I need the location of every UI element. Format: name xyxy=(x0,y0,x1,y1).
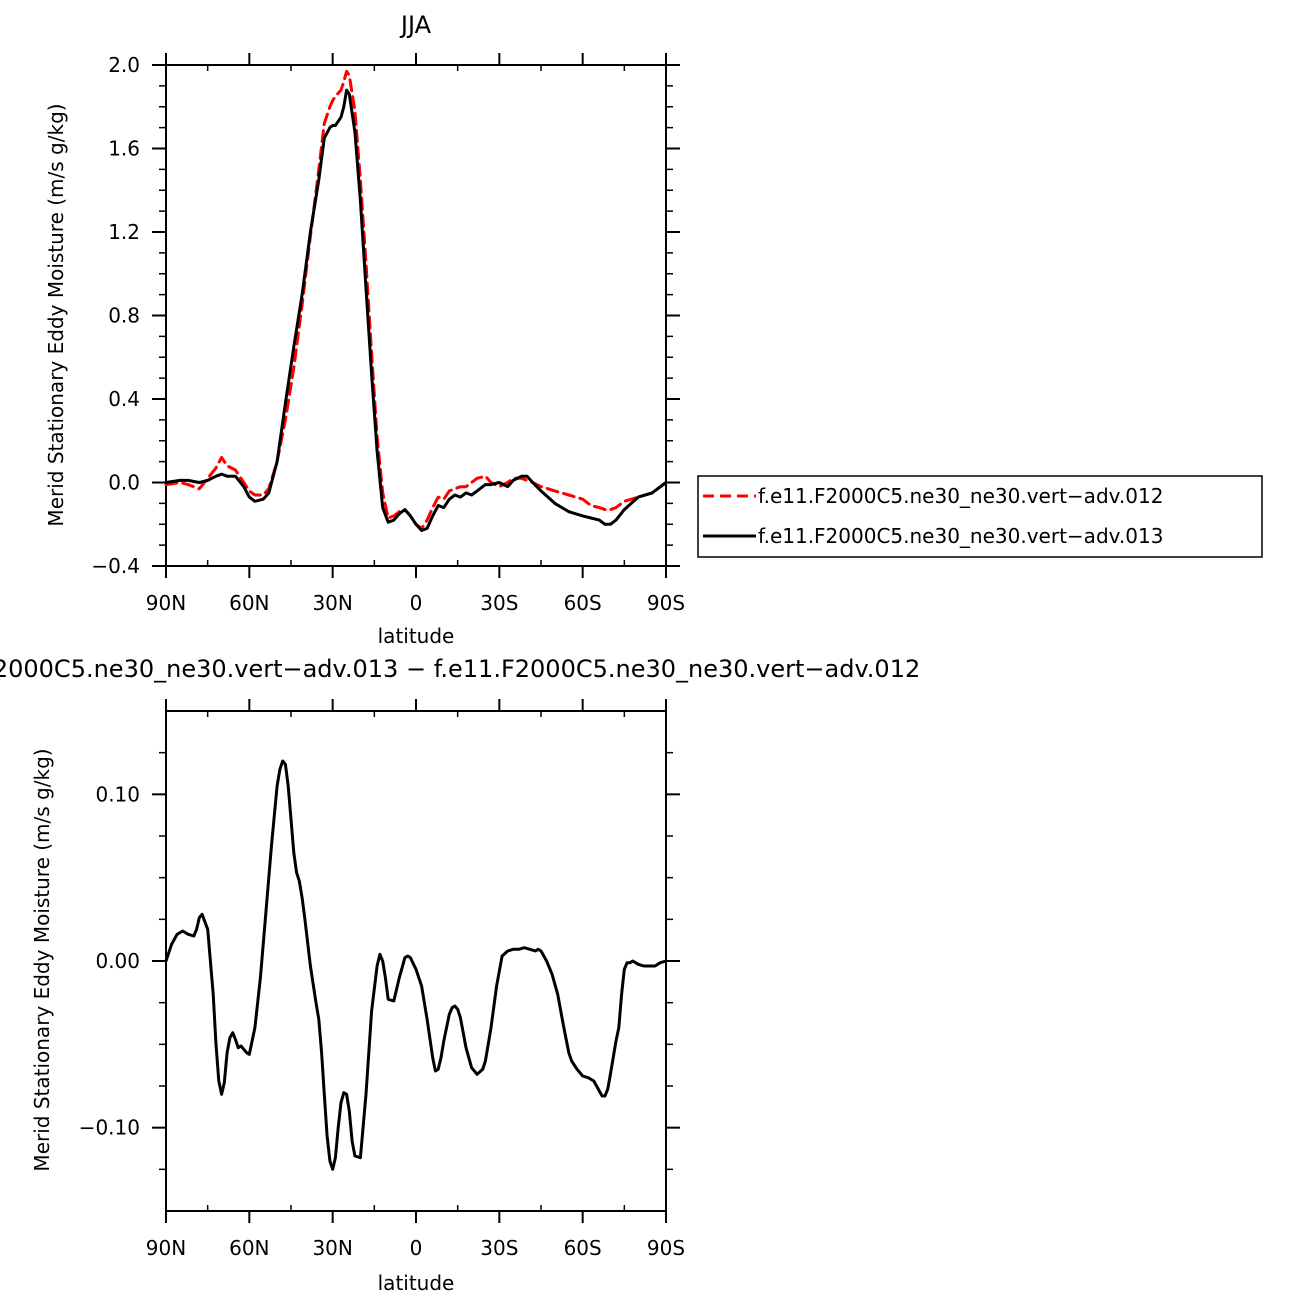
series-line-0 xyxy=(164,69,668,530)
y-tick-label: 0.4 xyxy=(108,387,140,411)
plot-frame xyxy=(165,64,667,567)
x-tick-label: 30S xyxy=(480,1236,518,1260)
bottom-panel-series xyxy=(164,759,668,1171)
top-panel: JJA 90N 60N 30N 0 30S 60S 90S −0.4 0.0 0.4 0.8 1.2 1… xyxy=(44,11,685,648)
bottom-panel-ylabel: Merid Stationary Eddy Moisture (m/s g/kg… xyxy=(30,748,54,1171)
y-tick-label: 0.10 xyxy=(95,782,140,806)
x-tick-label: 30N xyxy=(312,1236,352,1260)
x-tick-label: 60S xyxy=(564,591,602,615)
x-tick-label: 90S xyxy=(647,1236,685,1260)
y-tick-label: 0.8 xyxy=(108,304,140,328)
legend-label-012: f.e11.F2000C5.ne30_ne30.vert−adv.012 xyxy=(758,484,1163,508)
plot-frame xyxy=(165,710,667,1212)
y-tick-label: 1.6 xyxy=(108,137,140,161)
y-tick-label: 0.0 xyxy=(108,471,140,495)
bottom-panel: f.e11.F2000C5.ne30_ne30.vert−adv.013 − f… xyxy=(0,655,920,1295)
series-line-1 xyxy=(164,88,668,532)
top-panel-series xyxy=(164,69,668,532)
top-panel-title: JJA xyxy=(399,11,432,39)
bottom-panel-title: f.e11.F2000C5.ne30_ne30.vert−adv.013 − f… xyxy=(0,655,920,683)
bottom-panel-axes: 90N 60N 30N 0 30S 60S 90S −0.10 0.00 0.10 xyxy=(79,699,685,1260)
legend: f.e11.F2000C5.ne30_ne30.vert−adv.012 f.e… xyxy=(697,475,1263,558)
x-tick-label: 30N xyxy=(312,591,352,615)
x-tick-label: 60N xyxy=(229,591,269,615)
series-line-0 xyxy=(164,759,668,1171)
bottom-panel-xlabel: latitude xyxy=(378,1271,455,1295)
y-tick-label: 2.0 xyxy=(108,53,140,77)
x-tick-label: 60S xyxy=(564,1236,602,1260)
x-tick-label: 90N xyxy=(146,591,186,615)
top-panel-xlabel: latitude xyxy=(378,624,455,648)
x-tick-label: 0 xyxy=(410,1236,423,1260)
legend-label-013: f.e11.F2000C5.ne30_ne30.vert−adv.013 xyxy=(758,524,1163,548)
y-tick-label: −0.4 xyxy=(91,554,140,578)
top-panel-axes: 90N 60N 30N 0 30S 60S 90S −0.4 0.0 0.4 0.8 1.2 1.6 2.… xyxy=(91,53,685,615)
x-tick-label: 60N xyxy=(229,1236,269,1260)
x-tick-label: 90S xyxy=(647,591,685,615)
y-tick-label: 0.00 xyxy=(95,949,140,973)
y-tick-label: 1.2 xyxy=(108,220,140,244)
top-panel-ylabel: Merid Stationary Eddy Moisture (m/s g/kg… xyxy=(44,103,68,526)
x-tick-label: 0 xyxy=(410,591,423,615)
legend-box xyxy=(697,475,1263,558)
x-tick-label: 30S xyxy=(480,591,518,615)
x-tick-label: 90N xyxy=(146,1236,186,1260)
y-tick-label: −0.10 xyxy=(79,1116,140,1140)
